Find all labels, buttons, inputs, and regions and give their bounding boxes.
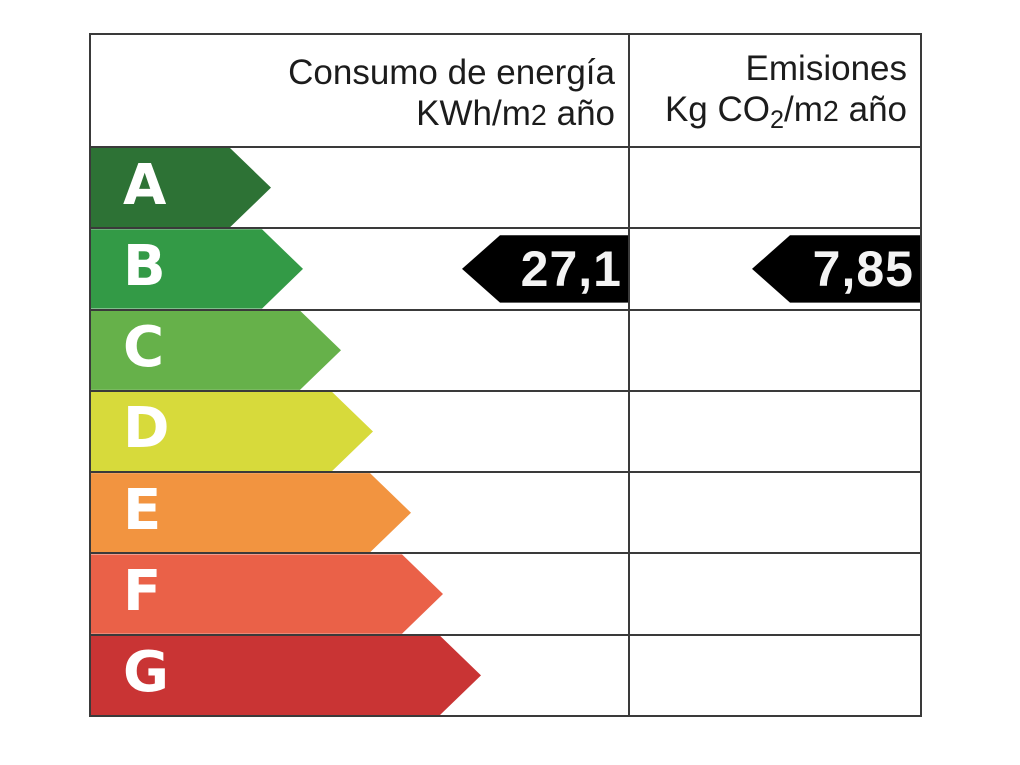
emissions-cell-e bbox=[630, 473, 920, 552]
rating-bar-arrow-a: A bbox=[91, 148, 271, 227]
header-consumption: Consumo de energía KWh/m2 año bbox=[91, 35, 630, 146]
emissions-cell-f bbox=[630, 554, 920, 633]
emissions-cell-a bbox=[630, 148, 920, 227]
consumption-value: 27,1 bbox=[520, 240, 622, 297]
rating-cell-e: E bbox=[91, 473, 630, 553]
consumption-value-marker: 27,1 bbox=[462, 235, 628, 303]
emissions-value-marker: 7,85 bbox=[752, 235, 920, 303]
rating-cell-c: C bbox=[91, 310, 630, 390]
rating-letter-g: G bbox=[123, 640, 169, 706]
rating-bar-arrow-f: F bbox=[91, 554, 443, 633]
rating-row-e: E bbox=[91, 473, 920, 555]
rating-bar-arrow-c: C bbox=[91, 311, 341, 390]
rating-cell-d: D bbox=[91, 391, 630, 472]
emissions-value: 7,85 bbox=[812, 240, 914, 297]
rating-bar-arrow-e: E bbox=[91, 473, 411, 552]
rating-row-b: B 27,1 7,85 bbox=[91, 229, 920, 311]
emissions-cell-b: 7,85 bbox=[630, 229, 920, 308]
rating-row-d: D bbox=[91, 391, 920, 474]
rating-letter-e: E bbox=[123, 477, 162, 543]
rating-cell-f: F bbox=[91, 554, 630, 634]
emissions-cell-g bbox=[630, 636, 920, 715]
rating-cell-a: A bbox=[91, 148, 630, 228]
emissions-cell-d bbox=[630, 392, 920, 471]
emissions-header-line2: Kg CO2/m2 año bbox=[664, 89, 907, 135]
rating-row-f: F bbox=[91, 554, 920, 636]
rating-letter-f: F bbox=[123, 559, 162, 625]
energy-rating-table: Consumo de energía KWh/m2 año Emisiones … bbox=[89, 33, 922, 717]
rating-letter-c: C bbox=[123, 315, 165, 381]
rating-letter-d: D bbox=[123, 396, 170, 462]
emissions-header-line1: Emisiones bbox=[745, 48, 907, 88]
rating-cell-b: B 27,1 bbox=[91, 229, 630, 309]
consumption-header-line1: Consumo de energía bbox=[288, 53, 615, 92]
rating-bar-arrow-b: B bbox=[91, 229, 303, 308]
rating-row-a: A bbox=[91, 148, 920, 230]
rating-row-g: G bbox=[91, 635, 920, 715]
rating-bar-arrow-d: D bbox=[91, 392, 373, 471]
header-emissions: Emisiones Kg CO2/m2 año bbox=[630, 35, 920, 146]
rating-letter-a: A bbox=[123, 152, 167, 218]
emissions-cell-c bbox=[630, 311, 920, 390]
rating-row-c: C bbox=[91, 310, 920, 392]
table-header: Consumo de energía KWh/m2 año Emisiones … bbox=[91, 35, 920, 148]
rating-bar-arrow-g: G bbox=[91, 636, 481, 715]
rating-cell-g: G bbox=[91, 635, 630, 715]
rating-letter-b: B bbox=[123, 233, 166, 299]
consumption-header-line2: KWh/m2 año bbox=[416, 94, 615, 133]
